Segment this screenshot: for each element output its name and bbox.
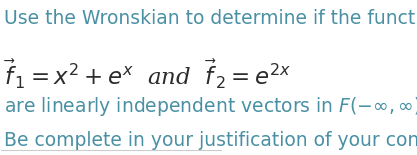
Text: $\vec{f}_{\,1} = x^2 + e^x$  and  $\vec{f}_{\,2} = e^{2x}$: $\vec{f}_{\,1} = x^2 + e^x$ and $\vec{f}… (4, 58, 291, 91)
Text: Use the Wronskian to determine if the function vectors: Use the Wronskian to determine if the fu… (4, 9, 417, 28)
Text: Be complete in your justification of your conclusion: Be complete in your justification of you… (4, 131, 417, 150)
Text: are linearly independent vectors in $F(-\infty,\infty)$: are linearly independent vectors in $F(-… (4, 95, 417, 118)
